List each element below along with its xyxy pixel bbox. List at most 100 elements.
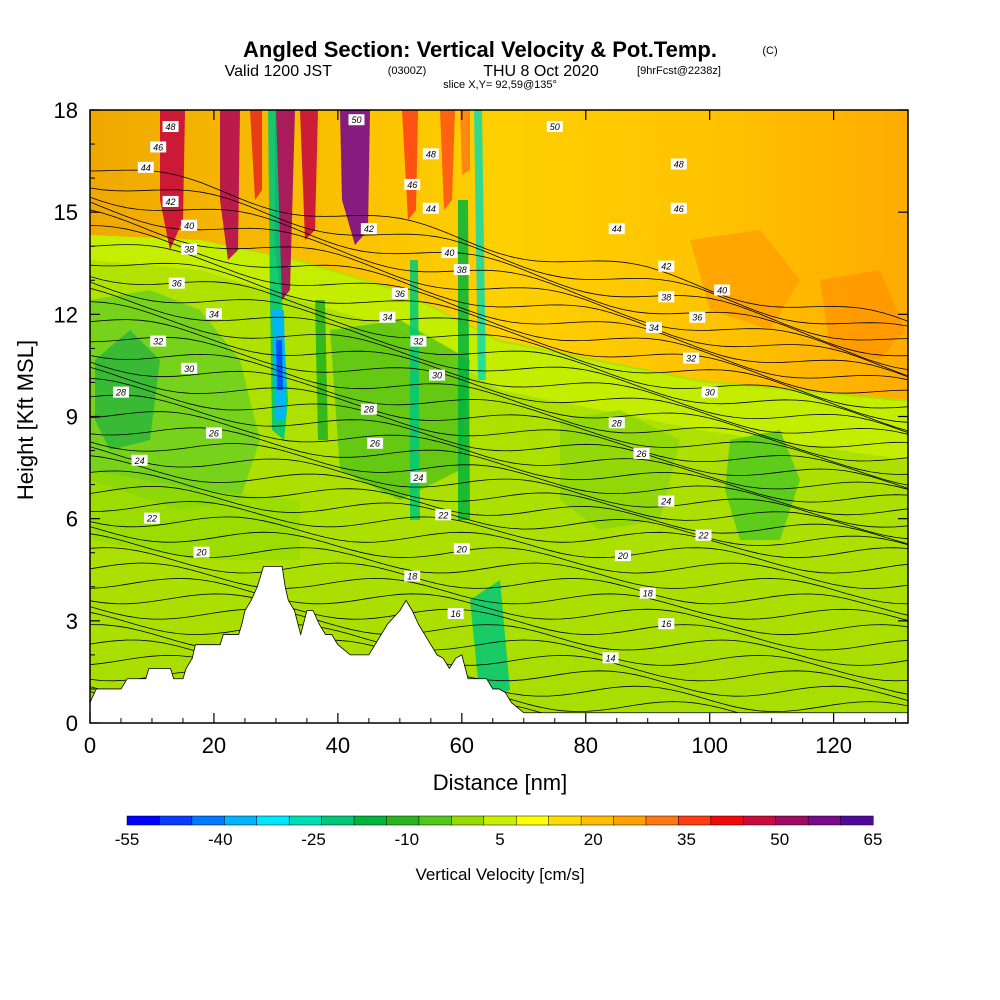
chart-subtitle-valid: Valid 1200 JST [225, 63, 333, 80]
terrain [90, 565, 908, 723]
x-tick-label: 80 [574, 733, 598, 758]
isentrope-line [90, 169, 908, 322]
isentrope-label: 22 [146, 514, 157, 524]
isentrope-label-bg [150, 335, 167, 347]
isentrope-label-bg [112, 386, 129, 398]
isentrope-line [90, 361, 908, 462]
isentrope-label-bg [453, 543, 470, 555]
isentrope-line [90, 394, 908, 489]
y-tick-label: 12 [54, 302, 78, 327]
y-tick-label: 3 [66, 609, 78, 634]
isentrope-line [90, 533, 908, 605]
colorbar-swatch [418, 815, 452, 826]
isentrope-line [90, 411, 908, 490]
field-updraft-region-east [690, 230, 800, 330]
isentrope-line [90, 281, 908, 409]
isentrope-label: 16 [661, 619, 671, 629]
isentrope-label-bg [162, 195, 179, 207]
colorbar-tick-label: 65 [864, 830, 883, 849]
isentrope-label-bg [410, 471, 427, 483]
field-lower-band [90, 470, 300, 560]
isentrope-line [90, 516, 908, 574]
y-tick-label: 6 [66, 507, 78, 532]
isentrope-label: 48 [674, 159, 684, 169]
isentrope-line [90, 187, 908, 327]
colorbar-title: Vertical Velocity [cm/s] [415, 865, 584, 884]
isentrope-label: 30 [184, 364, 194, 374]
isentrope-label: 26 [208, 429, 219, 439]
downdraft-streak-2 [315, 300, 328, 440]
isentrope-label: 36 [692, 313, 702, 323]
isentrope-label: 44 [612, 224, 622, 234]
isentrope-label: 36 [172, 279, 182, 289]
isentrope-label: 48 [166, 122, 176, 132]
isentrope-label: 40 [444, 248, 454, 258]
isentrope-label: 28 [363, 405, 374, 415]
isentrope-line [90, 209, 908, 370]
isentrope-label: 24 [660, 497, 671, 507]
isentrope-label: 38 [184, 245, 194, 255]
isentrope-label: 32 [413, 337, 423, 347]
colorbar-swatch [710, 815, 744, 826]
isentrope-label: 48 [426, 149, 436, 159]
isentrope-label: 44 [141, 163, 151, 173]
isentrope-label: 22 [697, 531, 708, 541]
isentrope-label: 32 [153, 337, 163, 347]
isentrope-label: 30 [705, 388, 715, 398]
isentrope-label: 18 [407, 572, 417, 582]
isentrope-label-bg [608, 223, 625, 235]
isentrope-label: 34 [209, 309, 219, 319]
isentrope-label-bg [391, 287, 408, 299]
isentrope-label-bg [404, 570, 421, 582]
colorbar-swatch [321, 815, 355, 826]
isentrope-line [90, 593, 908, 651]
colorbar-swatch [613, 815, 647, 826]
isentrope-label-bg [683, 352, 700, 364]
isentrope-label: 16 [451, 609, 461, 619]
colorbar-swatch [548, 815, 582, 826]
isentrope-label-bg [422, 202, 439, 214]
updraft-streak-6 [340, 110, 370, 245]
isentrope-label: 50 [550, 122, 560, 132]
isentrope-line [90, 276, 908, 394]
chart-slice-info: slice X,Y= 92,59@135° [443, 79, 557, 91]
y-axis-label: Height [Kft MSL] [13, 340, 38, 500]
isentrope-line [90, 611, 908, 682]
isentrope-line [90, 336, 908, 435]
isentrope-label: 18 [643, 589, 653, 599]
isentrope-line [90, 501, 908, 559]
isentrope-label-bg [546, 121, 563, 133]
chart-subtitle-utc: (0300Z) [388, 65, 427, 77]
plot-area: 5050484848464646444444424242404040383838… [90, 110, 908, 723]
colorbar-swatch [645, 815, 679, 826]
isentrope-line [90, 201, 908, 357]
isentrope-label: 34 [382, 313, 392, 323]
isentrope-label-bg [348, 114, 365, 126]
isentrope-label-bg [143, 512, 160, 524]
isentrope-line [90, 287, 908, 423]
isentrope-label: 20 [196, 548, 207, 558]
y-tick-label: 0 [66, 711, 78, 736]
field-transition-band [90, 235, 908, 460]
isentrope-label: 20 [456, 544, 467, 554]
colorbar-swatch [775, 815, 809, 826]
isentrope-label: 44 [426, 204, 436, 214]
isentrope-label-bg [205, 427, 222, 439]
isentrope-line [90, 485, 908, 547]
isentrope-label: 46 [153, 142, 163, 152]
field-downdraft-region-far-east [725, 430, 800, 540]
isentrope-label: 40 [717, 285, 727, 295]
isentrope-label-bg [658, 260, 675, 272]
isentrope-line [90, 353, 908, 448]
colorbar-tick-label: -40 [208, 830, 233, 849]
colorbar-swatch [515, 815, 550, 826]
y-tick-label: 18 [54, 98, 78, 123]
isentrope-label-bg [429, 369, 446, 381]
isentrope-label-bg [645, 321, 662, 333]
downdraft-streak-peak [276, 340, 283, 390]
updraft-streak-3 [250, 110, 262, 200]
x-tick-label: 40 [326, 733, 350, 758]
colorbar-swatch [191, 815, 225, 826]
updraft-streak-5 [300, 110, 318, 240]
